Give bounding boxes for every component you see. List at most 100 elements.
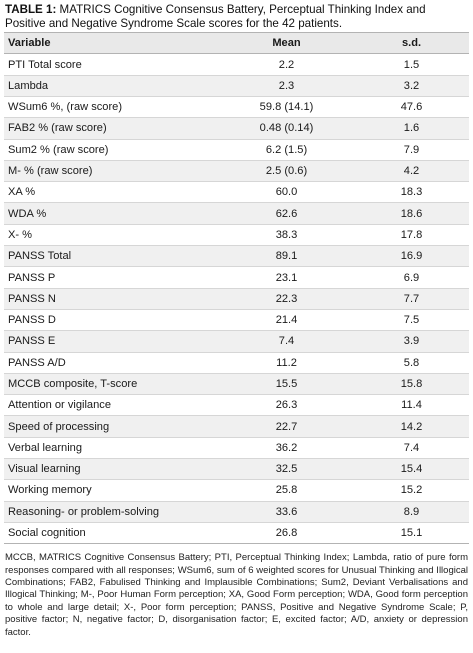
cell-variable: Reasoning- or problem-solving bbox=[4, 501, 219, 523]
cell-sd: 8.9 bbox=[354, 501, 469, 523]
cell-variable: Working memory bbox=[4, 479, 219, 502]
cell-variable: PTI Total score bbox=[4, 53, 219, 76]
table-row: PANSS D 21.4 7.5 bbox=[4, 309, 469, 332]
cell-sd: 4.2 bbox=[354, 160, 469, 183]
header-sd: s.d. bbox=[354, 32, 469, 55]
cell-variable: PANSS N bbox=[4, 288, 219, 310]
cell-mean: 22.3 bbox=[219, 288, 354, 310]
cell-sd: 18.6 bbox=[354, 202, 469, 225]
cell-variable: Attention or vigilance bbox=[4, 394, 219, 417]
cell-mean: 22.7 bbox=[219, 415, 354, 438]
cell-sd: 15.2 bbox=[354, 479, 469, 502]
cell-sd: 1.5 bbox=[354, 53, 469, 76]
cell-variable: PANSS P bbox=[4, 266, 219, 289]
cell-variable: XA % bbox=[4, 181, 219, 204]
table-row: Sum2 % (raw score) 6.2 (1.5) 7.9 bbox=[4, 139, 469, 161]
table-row: PANSS Total 89.1 16.9 bbox=[4, 245, 469, 268]
cell-mean: 36.2 bbox=[219, 437, 354, 460]
table-row: MCCB composite, T-score 15.5 15.8 bbox=[4, 373, 469, 396]
cell-mean: 6.2 (1.5) bbox=[219, 139, 354, 161]
table-row: PTI Total score 2.2 1.5 bbox=[4, 53, 469, 76]
cell-sd: 3.9 bbox=[354, 330, 469, 353]
cell-mean: 2.5 (0.6) bbox=[219, 160, 354, 183]
cell-sd: 47.6 bbox=[354, 96, 469, 119]
table-footnote: MCCB, MATRICS Cognitive Consensus Batter… bbox=[5, 552, 468, 638]
table-header: Variable Mean s.d. bbox=[4, 32, 469, 55]
table-row: WDA % 62.6 18.6 bbox=[4, 202, 469, 225]
table-row: Speed of processing 22.7 14.2 bbox=[4, 415, 469, 438]
table-row: Lambda 2.3 3.2 bbox=[4, 75, 469, 98]
cell-variable: PANSS E bbox=[4, 330, 219, 353]
cell-variable: WSum6 %, (raw score) bbox=[4, 96, 219, 119]
cell-sd: 18.3 bbox=[354, 181, 469, 204]
cell-sd: 7.4 bbox=[354, 437, 469, 460]
cell-mean: 59.8 (14.1) bbox=[219, 96, 354, 119]
cell-sd: 7.5 bbox=[354, 309, 469, 332]
table-row: Visual learning 32.5 15.4 bbox=[4, 458, 469, 481]
cell-variable: M- % (raw score) bbox=[4, 160, 219, 183]
cell-sd: 15.8 bbox=[354, 373, 469, 396]
table-row: FAB2 % (raw score) 0.48 (0.14) 1.6 bbox=[4, 117, 469, 140]
cell-sd: 14.2 bbox=[354, 415, 469, 438]
cell-mean: 26.3 bbox=[219, 394, 354, 417]
cell-sd: 7.9 bbox=[354, 139, 469, 161]
table-row: PANSS A/D 11.2 5.8 bbox=[4, 352, 469, 374]
cell-variable: PANSS Total bbox=[4, 245, 219, 268]
cell-variable: PANSS A/D bbox=[4, 352, 219, 374]
cell-mean: 11.2 bbox=[219, 352, 354, 374]
table-row: PANSS P 23.1 6.9 bbox=[4, 266, 469, 289]
cell-sd: 6.9 bbox=[354, 266, 469, 289]
cell-mean: 23.1 bbox=[219, 266, 354, 289]
cell-mean: 32.5 bbox=[219, 458, 354, 481]
caption-text: MATRICS Cognitive Consensus Battery, Per… bbox=[5, 3, 426, 31]
cell-mean: 89.1 bbox=[219, 245, 354, 268]
table-row: Attention or vigilance 26.3 11.4 bbox=[4, 394, 469, 417]
cell-sd: 11.4 bbox=[354, 394, 469, 417]
cell-mean: 2.3 bbox=[219, 75, 354, 98]
cell-mean: 21.4 bbox=[219, 309, 354, 332]
table-row: PANSS E 7.4 3.9 bbox=[4, 330, 469, 353]
cell-variable: FAB2 % (raw score) bbox=[4, 117, 219, 140]
data-table: Variable Mean s.d. PTI Total score 2.2 1.5… bbox=[4, 32, 469, 545]
table-row: Working memory 25.8 15.2 bbox=[4, 479, 469, 502]
cell-variable: Verbal learning bbox=[4, 437, 219, 460]
cell-sd: 3.2 bbox=[354, 75, 469, 98]
table-row: Social cognition 26.8 15.1 bbox=[4, 522, 469, 545]
cell-variable: Speed of processing bbox=[4, 415, 219, 438]
header-mean: Mean bbox=[219, 32, 354, 55]
cell-variable: WDA % bbox=[4, 202, 219, 225]
cell-mean: 25.8 bbox=[219, 479, 354, 502]
cell-sd: 15.1 bbox=[354, 522, 469, 545]
cell-sd: 15.4 bbox=[354, 458, 469, 481]
table-row: PANSS N 22.3 7.7 bbox=[4, 288, 469, 310]
cell-variable: Lambda bbox=[4, 75, 219, 98]
cell-sd: 7.7 bbox=[354, 288, 469, 310]
header-variable: Variable bbox=[4, 32, 219, 55]
cell-sd: 16.9 bbox=[354, 245, 469, 268]
cell-variable: Visual learning bbox=[4, 458, 219, 481]
table-row: XA % 60.0 18.3 bbox=[4, 181, 469, 204]
table-row: Reasoning- or problem-solving 33.6 8.9 bbox=[4, 501, 469, 523]
cell-variable: Sum2 % (raw score) bbox=[4, 139, 219, 161]
cell-mean: 38.3 bbox=[219, 224, 354, 247]
cell-mean: 2.2 bbox=[219, 53, 354, 76]
table-row: WSum6 %, (raw score) 59.8 (14.1) 47.6 bbox=[4, 96, 469, 119]
cell-mean: 60.0 bbox=[219, 181, 354, 204]
cell-mean: 7.4 bbox=[219, 330, 354, 353]
cell-mean: 26.8 bbox=[219, 522, 354, 545]
cell-sd: 17.8 bbox=[354, 224, 469, 247]
cell-mean: 0.48 (0.14) bbox=[219, 117, 354, 140]
cell-mean: 33.6 bbox=[219, 501, 354, 523]
cell-variable: PANSS D bbox=[4, 309, 219, 332]
table-figure: TABLE 1: MATRICS Cognitive Consensus Bat… bbox=[4, 3, 469, 638]
header-row: Variable Mean s.d. bbox=[4, 32, 469, 55]
cell-sd: 5.8 bbox=[354, 352, 469, 374]
table-row: Verbal learning 36.2 7.4 bbox=[4, 437, 469, 460]
table-row: M- % (raw score) 2.5 (0.6) 4.2 bbox=[4, 160, 469, 183]
table-caption: TABLE 1: MATRICS Cognitive Consensus Bat… bbox=[5, 3, 469, 31]
cell-variable: MCCB composite, T-score bbox=[4, 373, 219, 396]
caption-label: TABLE 1: bbox=[5, 3, 57, 16]
cell-sd: 1.6 bbox=[354, 117, 469, 140]
cell-mean: 62.6 bbox=[219, 202, 354, 225]
table-body: PTI Total score 2.2 1.5 Lambda 2.3 3.2 WSum6 %… bbox=[4, 53, 469, 545]
